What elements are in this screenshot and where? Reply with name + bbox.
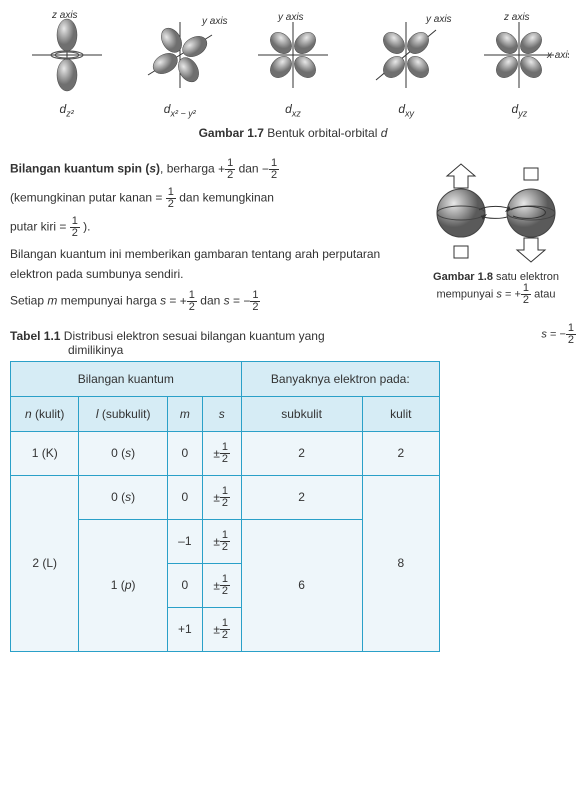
spin-section: Bilangan kuantum spin (s), berharga +12 …: [10, 158, 576, 318]
figure-1-8-caption-line2: mempunyai s = +12 atau: [416, 283, 576, 306]
table-1-1-title: Tabel 1.1 Distribusi elektron sesuai bil…: [10, 329, 521, 357]
figure-1-8-caption-line1: Gambar 1.8 satu elektron: [416, 271, 576, 283]
figure-1-7-caption: Gambar 1.7 Bentuk orbital-orbital d: [10, 126, 576, 140]
header-banyaknya-elektron: Banyaknya elektron pada:: [241, 361, 439, 396]
col-subkulit: subkulit: [241, 396, 362, 431]
figure-1-8-caption-line3: s = −12: [521, 319, 576, 346]
axis-label-y: y axis: [201, 16, 228, 27]
table-1-1: Bilangan kuantum Banyaknya elektron pada…: [10, 361, 440, 652]
figure-1-8: Gambar 1.8 satu elektron mempunyai s = +…: [416, 158, 576, 318]
col-n: n (kulit): [11, 396, 79, 431]
orbital-dx2y2: y axis dx² − y²: [125, 10, 235, 118]
header-bilangan-kuantum: Bilangan kuantum: [11, 361, 242, 396]
orbital-dz2: z axis dz²: [12, 10, 122, 118]
axis-label-y: y axis: [277, 12, 304, 23]
axis-label-z: z axis: [503, 12, 530, 23]
table-row: 1 (K) 0 (s) 0 ±12 2 2: [11, 431, 440, 475]
axis-label-y: y axis: [425, 14, 452, 25]
col-s: s: [202, 396, 241, 431]
col-kulit: kulit: [362, 396, 439, 431]
orbital-label-dz2: dz²: [60, 102, 74, 118]
orbital-dxy: y axis dxy: [351, 10, 461, 118]
orbital-label-dxz: dxz: [285, 102, 301, 118]
table-row: 2 (L) 0 (s) 0 ±12 2 8: [11, 475, 440, 519]
orbital-dxz: y axis dxz: [238, 10, 348, 118]
orbital-label-dxy: dxy: [398, 102, 414, 118]
orbital-dyz: z axis x axis dyz: [464, 10, 574, 118]
col-m: m: [167, 396, 202, 431]
d-orbitals-figure: z axis dz² y axis dx² − y²: [10, 10, 576, 118]
col-l: l (subkulit): [79, 396, 167, 431]
orbital-label-dx2y2: dx² − y²: [164, 102, 196, 118]
spin-text: Bilangan kuantum spin (s), berharga +12 …: [10, 158, 416, 318]
orbital-label-dyz: dyz: [512, 102, 528, 118]
